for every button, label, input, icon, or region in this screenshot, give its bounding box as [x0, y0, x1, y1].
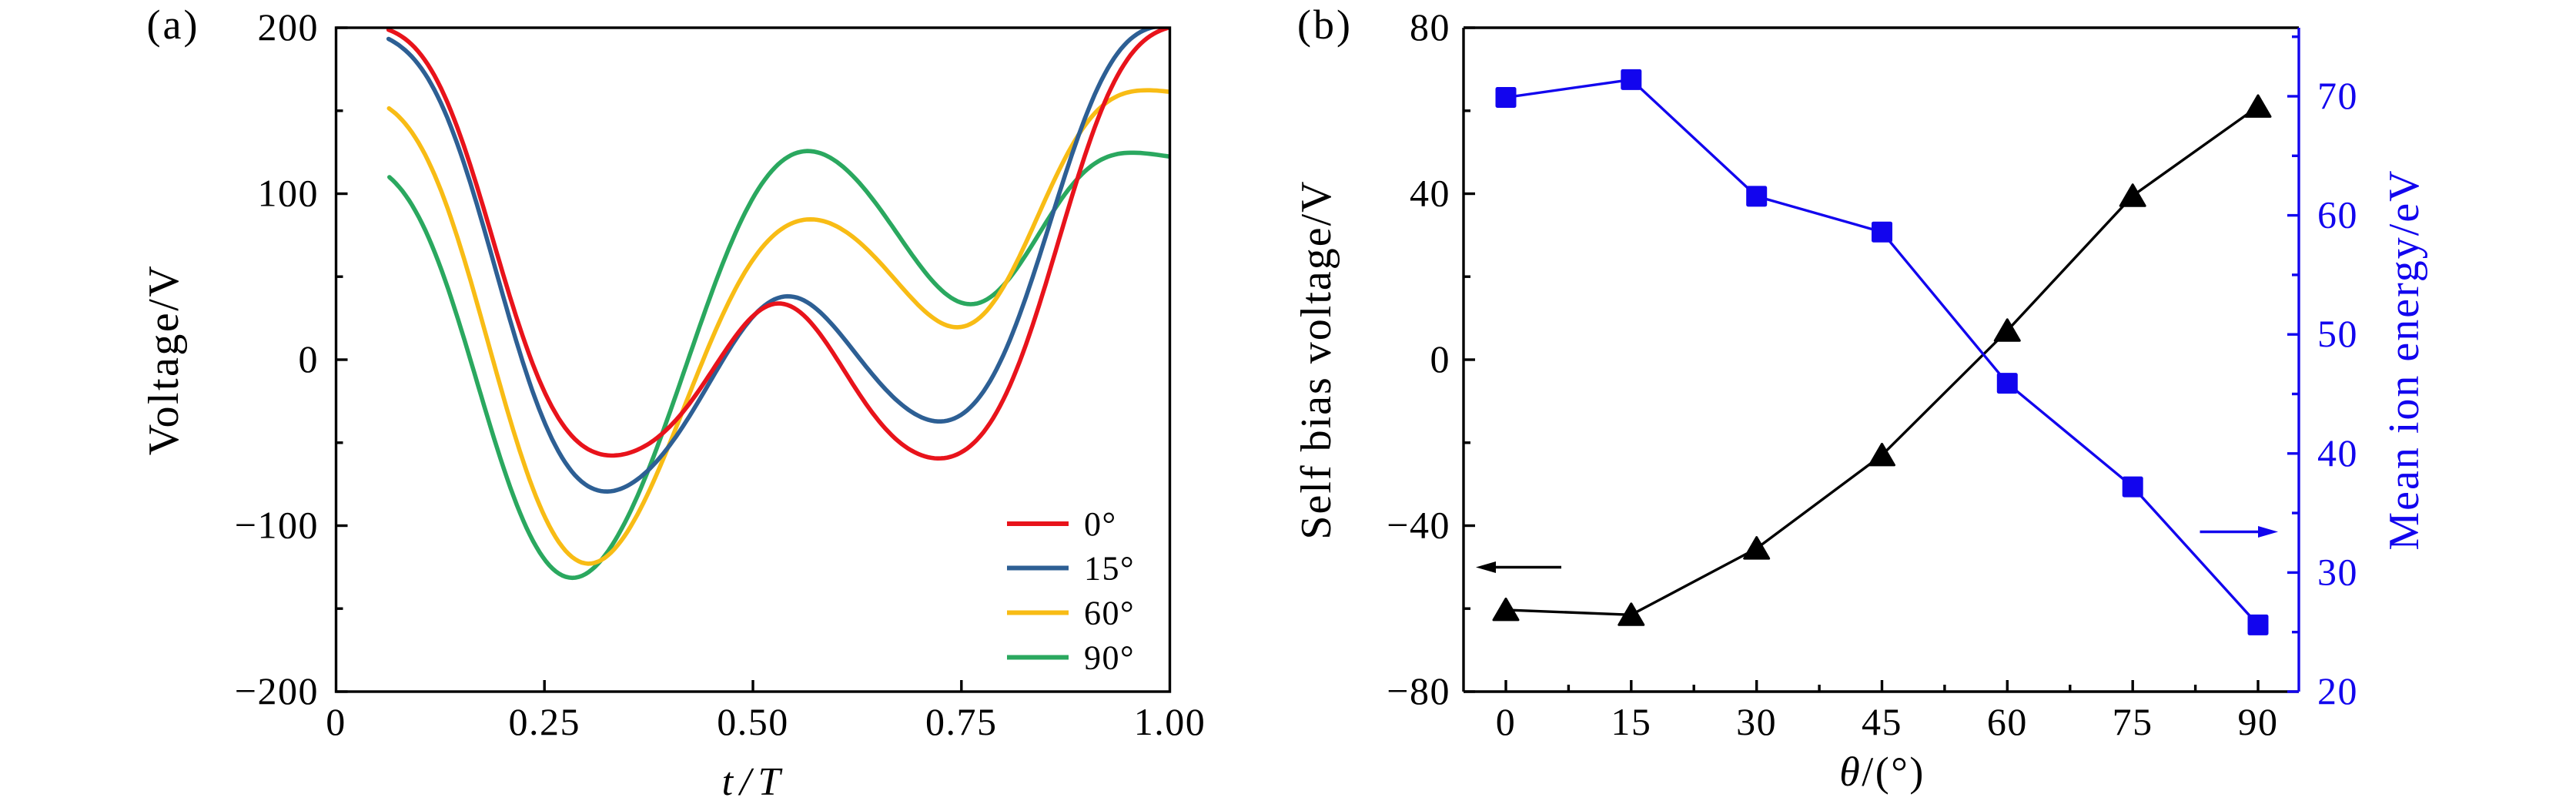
svg-text:0: 0 [1496, 700, 1517, 743]
svg-text:0.75: 0.75 [925, 700, 998, 743]
svg-text:40: 40 [2317, 431, 2358, 474]
svg-text:(b): (b) [1297, 2, 1353, 48]
svg-text:90: 90 [2238, 700, 2279, 743]
svg-text:75: 75 [2113, 700, 2153, 743]
svg-text:15°: 15° [1084, 550, 1135, 588]
svg-text:90°: 90° [1084, 639, 1135, 677]
svg-text:30: 30 [1736, 700, 1777, 743]
svg-text:60°: 60° [1084, 595, 1135, 632]
svg-text:0.25: 0.25 [509, 700, 581, 743]
svg-text:0.50: 0.50 [717, 700, 789, 743]
svg-text:0: 0 [299, 337, 319, 380]
svg-text:Mean ion energy/eV: Mean ion energy/eV [2380, 169, 2428, 550]
svg-text:40: 40 [1410, 172, 1450, 215]
svg-text:20: 20 [2317, 669, 2358, 712]
svg-text:−40: −40 [1387, 504, 1450, 547]
svg-text:200: 200 [258, 5, 319, 49]
svg-text:60: 60 [2317, 193, 2358, 236]
svg-text:θ/(°): θ/(°) [1839, 749, 1925, 795]
svg-text:70: 70 [2317, 74, 2358, 117]
svg-text:30: 30 [2317, 550, 2358, 593]
svg-text:0: 0 [1430, 337, 1451, 380]
svg-text:50: 50 [2317, 312, 2358, 355]
svg-text:15: 15 [1611, 700, 1651, 743]
svg-text:80: 80 [1410, 5, 1450, 49]
svg-text:100: 100 [258, 172, 319, 215]
svg-text:t/T: t/T [722, 760, 788, 804]
svg-text:60: 60 [1987, 700, 2028, 743]
svg-text:−100: −100 [235, 504, 319, 547]
svg-text:Voltage/V: Voltage/V [140, 264, 188, 456]
svg-text:45: 45 [1862, 700, 1902, 743]
svg-text:(a): (a) [147, 2, 200, 48]
svg-text:0°: 0° [1084, 505, 1117, 543]
svg-text:−200: −200 [235, 669, 319, 712]
svg-text:−80: −80 [1387, 669, 1450, 712]
svg-text:1.00: 1.00 [1134, 700, 1206, 743]
svg-text:Self bias voltage/V: Self bias voltage/V [1293, 179, 1340, 539]
svg-text:0: 0 [326, 700, 346, 743]
